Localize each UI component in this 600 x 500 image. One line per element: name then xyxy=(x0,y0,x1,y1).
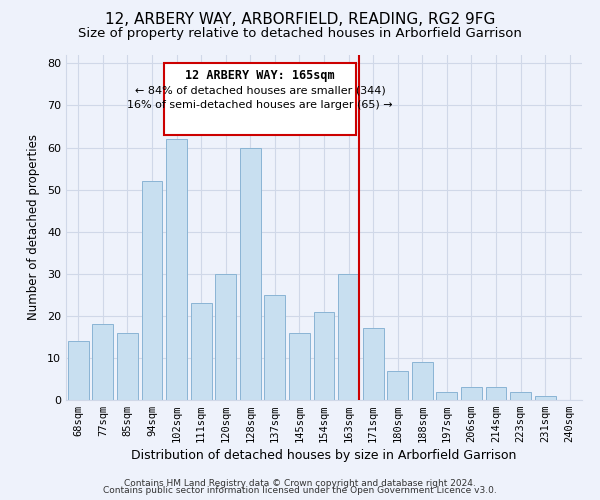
Bar xyxy=(461,388,482,400)
Bar xyxy=(338,274,359,400)
Bar xyxy=(68,341,89,400)
Bar xyxy=(191,303,212,400)
Text: Contains public sector information licensed under the Open Government Licence v3: Contains public sector information licen… xyxy=(103,486,497,495)
Bar xyxy=(166,139,187,400)
Bar xyxy=(215,274,236,400)
Text: Contains HM Land Registry data © Crown copyright and database right 2024.: Contains HM Land Registry data © Crown c… xyxy=(124,478,476,488)
Bar xyxy=(412,362,433,400)
Bar xyxy=(362,328,383,400)
Text: 12 ARBERY WAY: 165sqm: 12 ARBERY WAY: 165sqm xyxy=(185,68,335,82)
Bar xyxy=(265,295,286,400)
Bar xyxy=(510,392,531,400)
Text: 16% of semi-detached houses are larger (65) →: 16% of semi-detached houses are larger (… xyxy=(127,100,393,110)
Text: 12, ARBERY WAY, ARBORFIELD, READING, RG2 9FG: 12, ARBERY WAY, ARBORFIELD, READING, RG2… xyxy=(105,12,495,28)
Text: Size of property relative to detached houses in Arborfield Garrison: Size of property relative to detached ho… xyxy=(78,28,522,40)
Bar xyxy=(387,370,408,400)
FancyBboxPatch shape xyxy=(164,64,356,135)
X-axis label: Distribution of detached houses by size in Arborfield Garrison: Distribution of detached houses by size … xyxy=(131,450,517,462)
Bar xyxy=(485,388,506,400)
Bar xyxy=(289,332,310,400)
Bar xyxy=(436,392,457,400)
Y-axis label: Number of detached properties: Number of detached properties xyxy=(27,134,40,320)
Bar xyxy=(117,332,138,400)
Text: ← 84% of detached houses are smaller (344): ← 84% of detached houses are smaller (34… xyxy=(135,86,385,96)
Bar xyxy=(535,396,556,400)
Bar xyxy=(314,312,334,400)
Bar xyxy=(92,324,113,400)
Bar xyxy=(142,181,163,400)
Bar xyxy=(240,148,261,400)
